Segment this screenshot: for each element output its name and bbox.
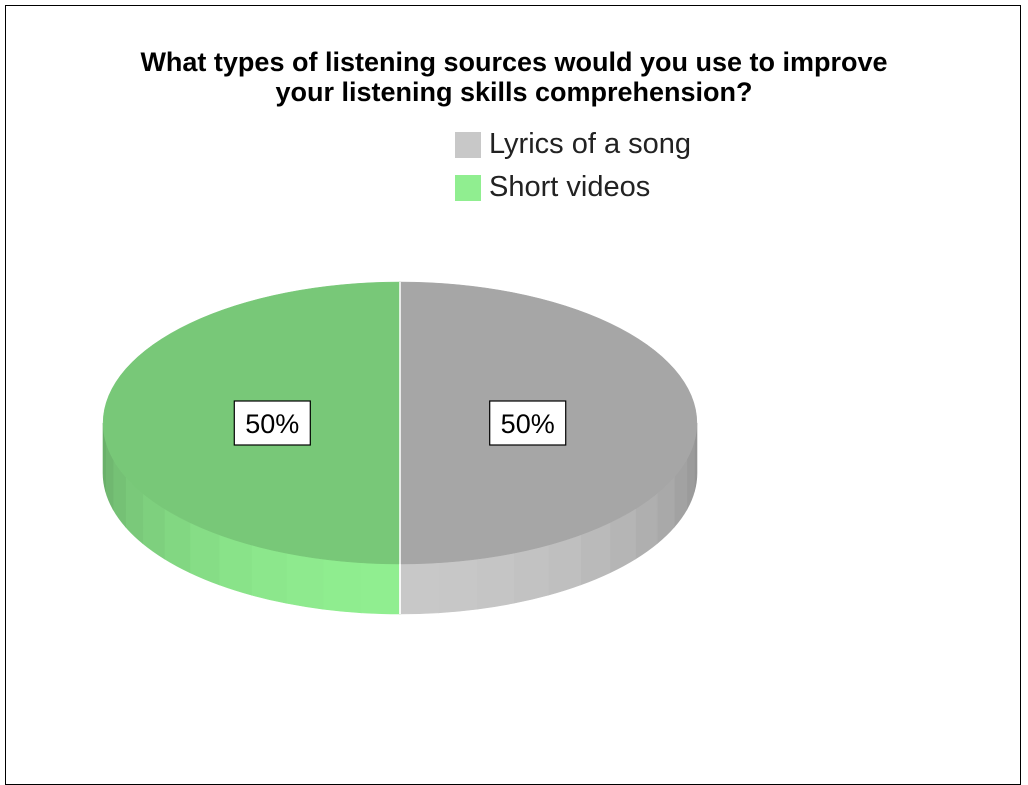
chart-title-line-1: What types of listening sources would yo… [140,47,888,77]
pie-data-label-box-0 [489,400,567,446]
pie-side-1-1 [322,558,362,614]
pie-side-1-0 [360,562,401,615]
pie-data-label-1: 50% [233,400,311,446]
pie-side-0-10 [438,558,478,614]
pie-data-label-0: 50% [489,400,567,446]
pie-side-0-9 [476,552,514,610]
pie-side-1-2 [286,552,324,610]
pie-data-label-text-0: 50% [501,409,555,439]
pie-side-1-3 [251,544,287,604]
pie-side-0-11 [399,562,440,615]
legend-label-lyrics: Lyrics of a song [489,128,692,160]
chart-legend: Lyrics of a song Short videos [455,123,691,209]
pie-side-0-8 [513,544,549,604]
legend-swatch-lyrics [455,131,481,158]
legend-label-short-videos: Short videos [489,171,651,203]
legend-item-short-videos: Short videos [455,166,691,209]
pie-data-label-text-1: 50% [245,409,299,439]
chart-title-line-2: your listening skills comprehension? [275,77,753,107]
pie-data-label-box-1 [233,400,311,446]
legend-item-lyrics: Lyrics of a song [455,123,691,166]
legend-swatch-short-videos [455,174,481,201]
